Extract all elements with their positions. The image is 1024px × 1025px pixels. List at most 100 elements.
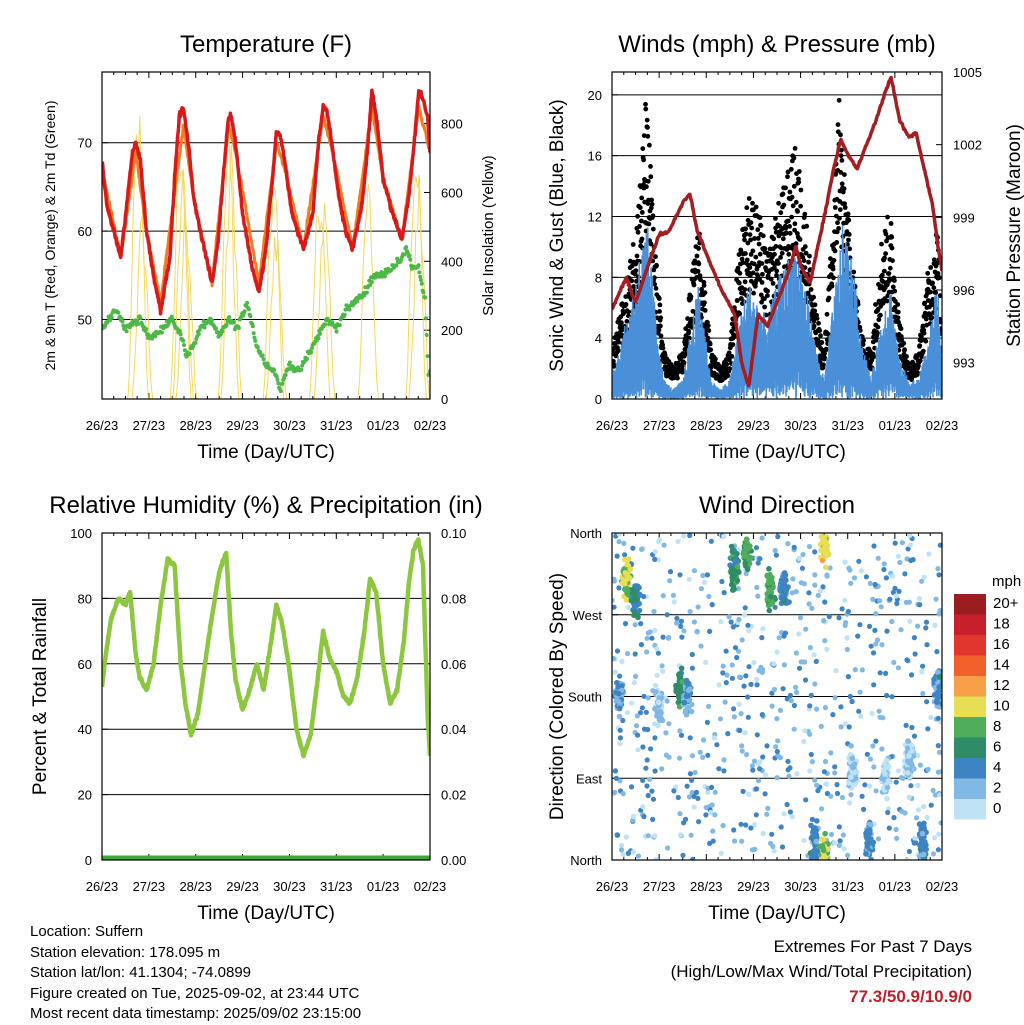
gust-point	[658, 315, 664, 321]
direction-point	[701, 579, 708, 585]
direction-point	[856, 708, 862, 714]
direction-point	[930, 851, 937, 857]
direction-cluster-point	[916, 821, 923, 827]
gust-point	[781, 202, 787, 208]
gust-point	[747, 232, 753, 238]
colorbar-label: 18	[993, 616, 1010, 633]
station-pressure-line	[612, 75, 942, 388]
direction-cluster-point	[730, 587, 736, 593]
direction-cluster-point	[614, 679, 620, 686]
direction-point	[754, 676, 760, 683]
direction-cluster-point	[851, 769, 858, 776]
direction-point	[705, 703, 712, 710]
direction-point	[653, 856, 659, 860]
gust-point	[624, 319, 630, 324]
gust-point	[876, 317, 882, 323]
gust-point	[657, 302, 663, 308]
dewpoint-point	[135, 318, 140, 323]
direction-point	[748, 825, 754, 831]
gust-point	[758, 223, 764, 229]
direction-cluster-point	[908, 742, 915, 749]
direction-cluster-point	[616, 699, 622, 705]
y-tick-label: 70	[78, 136, 92, 151]
direction-point	[803, 626, 809, 632]
direction-cluster-point	[619, 683, 625, 689]
direction-cluster-point	[676, 671, 682, 678]
direction-point	[755, 593, 761, 599]
gust-point	[829, 283, 835, 289]
gust-point	[680, 369, 685, 375]
direction-point	[873, 641, 879, 647]
gust-point	[681, 360, 687, 366]
gust-point	[753, 204, 759, 210]
y2-tick-label: 600	[441, 185, 463, 200]
direction-point	[857, 689, 863, 695]
colorbar-swatch	[954, 737, 986, 758]
y-tick-label: 20	[78, 788, 92, 803]
direction-point	[777, 755, 784, 761]
direction-point	[802, 728, 808, 734]
x-axis-label: Time (Day/UTC)	[197, 442, 335, 463]
gust-point	[889, 234, 895, 240]
direction-point	[809, 605, 815, 611]
direction-point	[638, 621, 644, 627]
dewpoint-point	[368, 283, 373, 288]
gust-point	[930, 280, 935, 286]
gust-point	[789, 214, 794, 220]
direction-point	[917, 762, 924, 768]
direction-point	[660, 634, 666, 640]
direction-point	[708, 809, 714, 816]
y-tick-label: 0	[595, 392, 602, 407]
dewpoint-point	[425, 354, 430, 359]
direction-point	[799, 565, 806, 571]
direction-point	[824, 573, 830, 579]
dewpoint-point	[209, 318, 214, 323]
direction-point	[612, 656, 617, 662]
direction-cluster-point	[624, 561, 630, 568]
direction-point	[883, 670, 889, 677]
x-tick-label: 01/23	[879, 418, 912, 433]
direction-point	[770, 843, 776, 850]
gust-point	[656, 327, 662, 333]
x-axis-label: Time (Day/UTC)	[708, 442, 846, 463]
direction-point	[643, 765, 649, 771]
direction-point	[753, 545, 760, 551]
direction-point	[763, 772, 769, 778]
solar-insolation-line	[313, 203, 336, 399]
dewpoint-point	[116, 310, 121, 315]
gust-point	[772, 251, 777, 257]
direction-point	[617, 735, 624, 741]
plot-border	[101, 532, 431, 861]
station-elevation: Station elevation: 178.095 m	[30, 943, 221, 961]
direction-point	[895, 553, 902, 559]
gust-point	[887, 265, 893, 271]
gust-point	[743, 251, 748, 256]
y-tick-label: North	[570, 853, 602, 868]
direction-point	[796, 631, 802, 637]
direction-point	[750, 767, 756, 773]
direction-point	[893, 826, 899, 833]
gust-point	[654, 262, 659, 268]
chart-title: Temperature (F)	[180, 31, 352, 58]
extremes-title: Extremes For Past 7 Days	[773, 937, 972, 956]
gust-point	[708, 347, 714, 353]
direction-point	[802, 677, 809, 683]
gust-point	[923, 338, 929, 344]
direction-point	[754, 682, 760, 688]
direction-point	[775, 738, 781, 744]
direction-point	[859, 793, 865, 799]
direction-cluster-point	[820, 836, 827, 843]
direction-point	[793, 684, 799, 690]
gust-point	[816, 320, 821, 326]
gust-point	[748, 220, 754, 226]
gust-point	[846, 217, 852, 223]
direction-point	[828, 750, 834, 756]
direction-point	[765, 805, 771, 811]
dewpoint-point	[130, 322, 135, 327]
gust-point	[838, 153, 844, 159]
direction-point	[760, 754, 766, 760]
direction-point	[856, 558, 862, 564]
direction-point	[774, 716, 780, 722]
gust-point	[929, 315, 935, 320]
gust-point	[787, 224, 792, 229]
